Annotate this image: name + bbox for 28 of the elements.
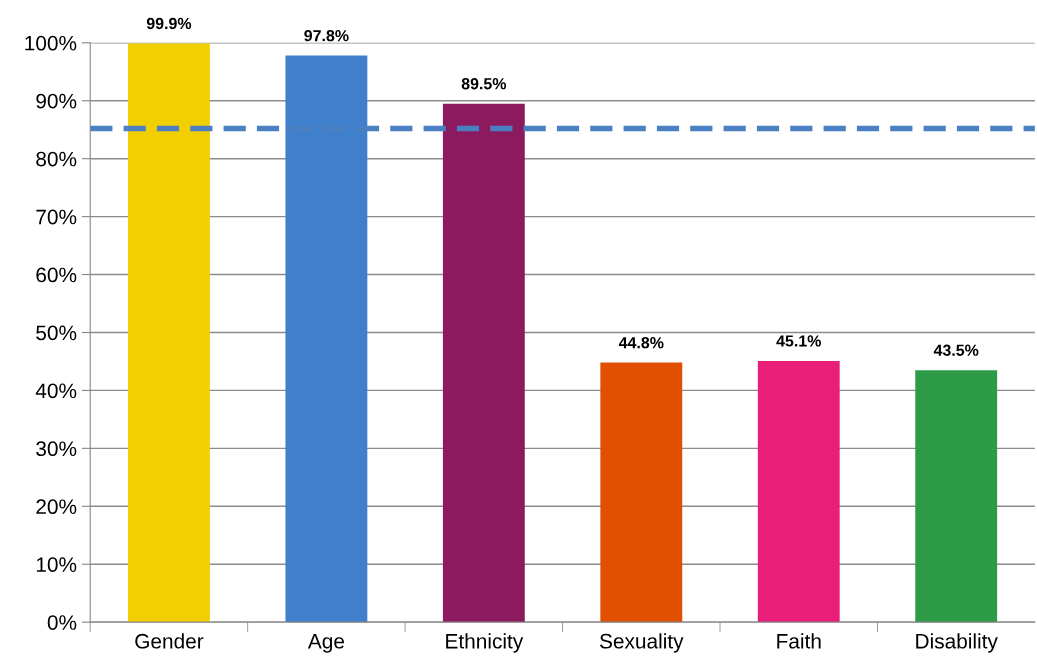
data-label: 97.8% <box>304 29 349 42</box>
x-tick-label: Ethnicity <box>446 633 524 653</box>
y-tick-label: 0% <box>47 615 77 630</box>
y-tick-label: 10% <box>36 557 77 572</box>
y-tick-label: 80% <box>36 151 77 167</box>
x-tick-label: Age <box>307 634 345 653</box>
y-tick-label: 100% <box>25 35 77 51</box>
x-tick-label: Disability <box>916 633 998 653</box>
y-tick-label: 70% <box>36 209 77 225</box>
data-label: 45.1% <box>776 335 821 347</box>
bar <box>757 360 840 623</box>
bar <box>442 103 525 623</box>
x-tick-label: Faith <box>777 633 821 649</box>
y-tick-label: 20% <box>36 499 77 515</box>
bar <box>915 370 998 623</box>
data-label: 99.9% <box>146 17 192 30</box>
y-tick-label: 60% <box>36 267 77 283</box>
y-tick-label: 90% <box>36 93 77 109</box>
y-tick-label: 30% <box>36 441 77 457</box>
x-tick-label: Sexuality <box>599 633 684 653</box>
data-label: 43.5% <box>933 344 979 356</box>
data-label: 44.8% <box>618 337 664 349</box>
bar <box>600 362 683 623</box>
bar <box>128 43 210 623</box>
y-tick-label: 50% <box>36 325 77 341</box>
data-label: 89.5% <box>461 78 507 90</box>
y-tick-label: 40% <box>35 383 77 399</box>
x-tick-label: Gender <box>135 633 204 649</box>
